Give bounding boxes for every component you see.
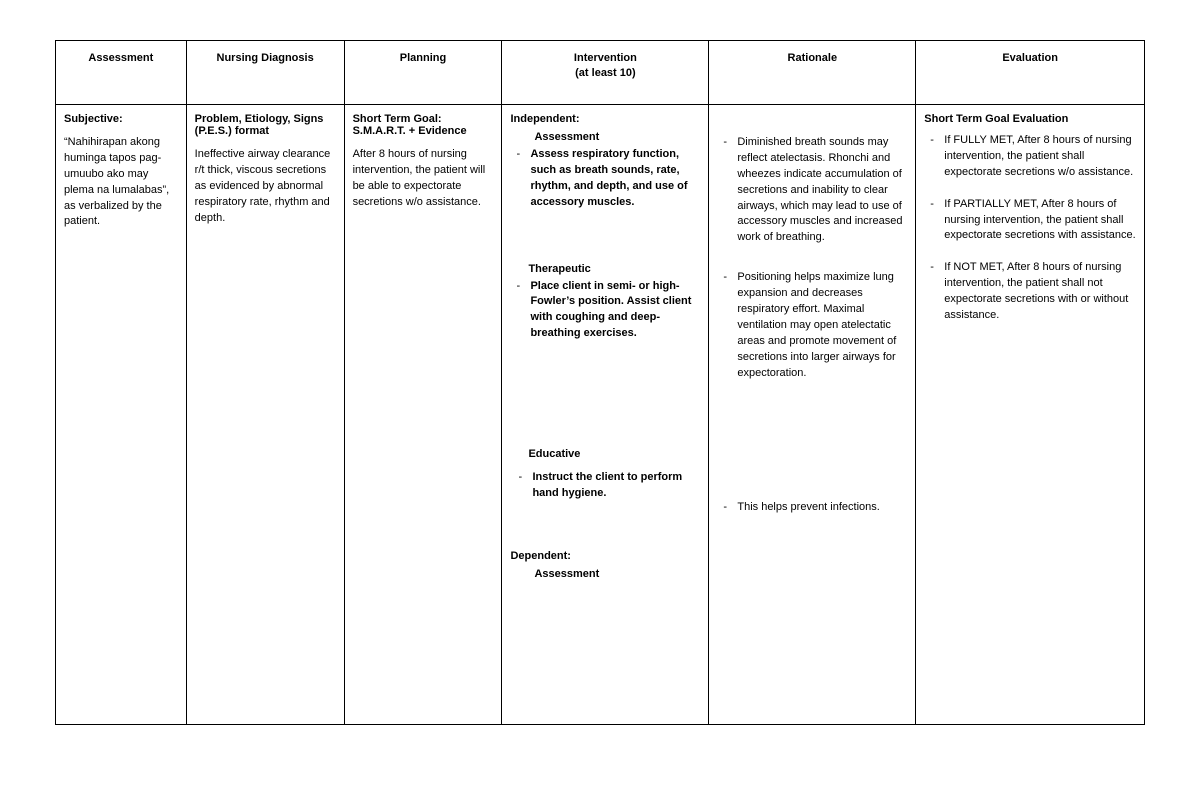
col-evaluation: Evaluation <box>916 41 1145 105</box>
rationale-list-3: This helps prevent infections. <box>717 500 907 516</box>
assessment-text: “Nahihirapan akong huminga tapos pag-umu… <box>64 135 178 231</box>
col-label: Intervention (at least 10) <box>574 52 637 79</box>
intv-therapeutic-list: Place client in semi- or high-Fowler’s p… <box>510 279 700 343</box>
list-item: If NOT MET, After 8 hours of nursing int… <box>944 260 1136 324</box>
col-intervention: Intervention (at least 10) <box>502 41 709 105</box>
intv-assessment-item: Assess respiratory function, such as bre… <box>530 148 687 208</box>
intv-educative-list: Instruct the client to perform hand hygi… <box>510 470 700 502</box>
cell-assessment: Subjective: “Nahihirapan akong huminga t… <box>56 104 187 724</box>
evaluation-list: If PARTIALLY MET, After 8 hours of nursi… <box>924 197 1136 245</box>
evaluation-list: If NOT MET, After 8 hours of nursing int… <box>924 260 1136 324</box>
dependent-label: Dependent: <box>510 550 700 562</box>
list-item: If FULLY MET, After 8 hours of nursing i… <box>944 133 1136 181</box>
cell-intervention: Independent: Assessment Assess respirato… <box>502 104 709 724</box>
col-rationale: Rationale <box>709 41 916 105</box>
list-item: Place client in semi- or high-Fowler’s p… <box>530 279 700 343</box>
dependent-assessment-label: Assessment <box>534 568 700 580</box>
col-assessment: Assessment <box>56 41 187 105</box>
col-label: Assessment <box>88 52 153 64</box>
intv-educative-label: Educative <box>528 448 700 460</box>
evaluation-heading: Short Term Goal Evaluation <box>924 113 1136 125</box>
diagnosis-text: Ineffective airway clearance r/t thick, … <box>195 147 336 227</box>
planning-heading: Short Term Goal: S.M.A.R.T. + Evidence <box>353 113 494 137</box>
cell-rationale: Diminished breath sounds may reflect ate… <box>709 104 916 724</box>
list-item: If PARTIALLY MET, After 8 hours of nursi… <box>944 197 1136 245</box>
list-item: This helps prevent infections. <box>737 500 907 516</box>
nursing-care-plan-table: Assessment Nursing Diagnosis Planning In… <box>55 40 1145 725</box>
col-label: Evaluation <box>1002 52 1058 64</box>
col-planning: Planning <box>344 41 502 105</box>
list-item: Instruct the client to perform hand hygi… <box>532 470 700 502</box>
intv-assessment-list: Assess respiratory function, such as bre… <box>510 147 700 211</box>
assessment-heading: Subjective: <box>64 113 178 125</box>
planning-text: After 8 hours of nursing intervention, t… <box>353 147 494 211</box>
diagnosis-heading: Problem, Etiology, Signs (P.E.S.) format <box>195 113 336 137</box>
cell-diagnosis: Problem, Etiology, Signs (P.E.S.) format… <box>186 104 344 724</box>
cell-evaluation: Short Term Goal Evaluation If FULLY MET,… <box>916 104 1145 724</box>
list-item: Positioning helps maximize lung expansio… <box>737 270 907 382</box>
col-label: Rationale <box>788 52 838 64</box>
table-body-row: Subjective: “Nahihirapan akong huminga t… <box>56 104 1145 724</box>
table-header-row: Assessment Nursing Diagnosis Planning In… <box>56 41 1145 105</box>
col-label: Nursing Diagnosis <box>217 52 314 64</box>
list-item: Assess respiratory function, such as bre… <box>530 147 700 211</box>
col-diagnosis: Nursing Diagnosis <box>186 41 344 105</box>
intv-therapeutic-item: Place client in semi- or high-Fowler’s p… <box>530 280 691 340</box>
intv-assessment-label: Assessment <box>534 131 700 143</box>
rationale-list-1: Diminished breath sounds may reflect ate… <box>717 135 907 247</box>
independent-label: Independent: <box>510 113 700 125</box>
rationale-list-2: Positioning helps maximize lung expansio… <box>717 270 907 382</box>
evaluation-list: If FULLY MET, After 8 hours of nursing i… <box>924 133 1136 181</box>
intv-educative-item: Instruct the client to perform hand hygi… <box>532 471 682 499</box>
intv-therapeutic-label: Therapeutic <box>528 263 700 275</box>
list-item: Diminished breath sounds may reflect ate… <box>737 135 907 247</box>
cell-planning: Short Term Goal: S.M.A.R.T. + Evidence A… <box>344 104 502 724</box>
col-label: Planning <box>400 52 446 64</box>
